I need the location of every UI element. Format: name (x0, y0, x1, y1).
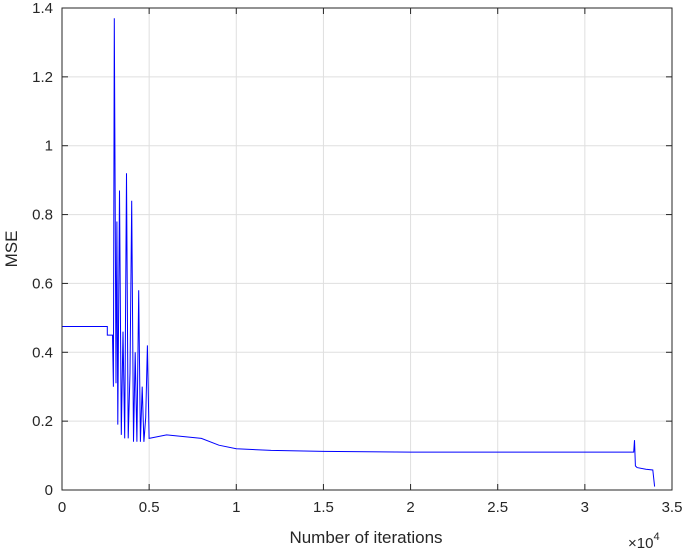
x-tick-label: 2 (406, 499, 414, 516)
x-exponent-power: 4 (653, 531, 659, 543)
x-tick-label: 1.5 (313, 499, 334, 516)
series-layer (62, 18, 656, 487)
y-tick-label: 1 (45, 138, 53, 155)
x-tick-label: 0.5 (139, 499, 160, 516)
x-exponent-base: ×10 (628, 535, 653, 551)
y-tick-label: 0.6 (32, 275, 53, 292)
x-tick-label: 3.5 (662, 499, 683, 516)
x-tick-label: 0 (58, 499, 66, 516)
x-tick-label: 1 (232, 499, 240, 516)
x-tick-labels: 0 0.5 1 1.5 2 2.5 3 3.5 (58, 499, 683, 516)
tick-marks (61, 7, 673, 491)
x-tick-label: 2.5 (487, 499, 508, 516)
grid-lines (61, 7, 673, 491)
y-tick-label: 0.2 (32, 413, 53, 430)
y-tick-label: 0.4 (32, 344, 53, 361)
plot-frame (61, 7, 673, 491)
y-tick-label: 1.2 (32, 69, 53, 86)
x-axis-label: Number of iterations (289, 528, 442, 547)
x-tick-label: 3 (581, 499, 589, 516)
y-tick-label: 0.8 (32, 207, 53, 224)
y-tick-label: 0 (45, 482, 53, 499)
y-tick-labels: 0 0.2 0.4 0.6 0.8 1 1.2 1.4 (32, 0, 53, 499)
x-axis-exponent: ×104 (628, 531, 660, 551)
mse-series-line (62, 18, 656, 487)
y-tick-label: 1.4 (32, 0, 53, 17)
y-axis-label: MSE (2, 231, 21, 268)
